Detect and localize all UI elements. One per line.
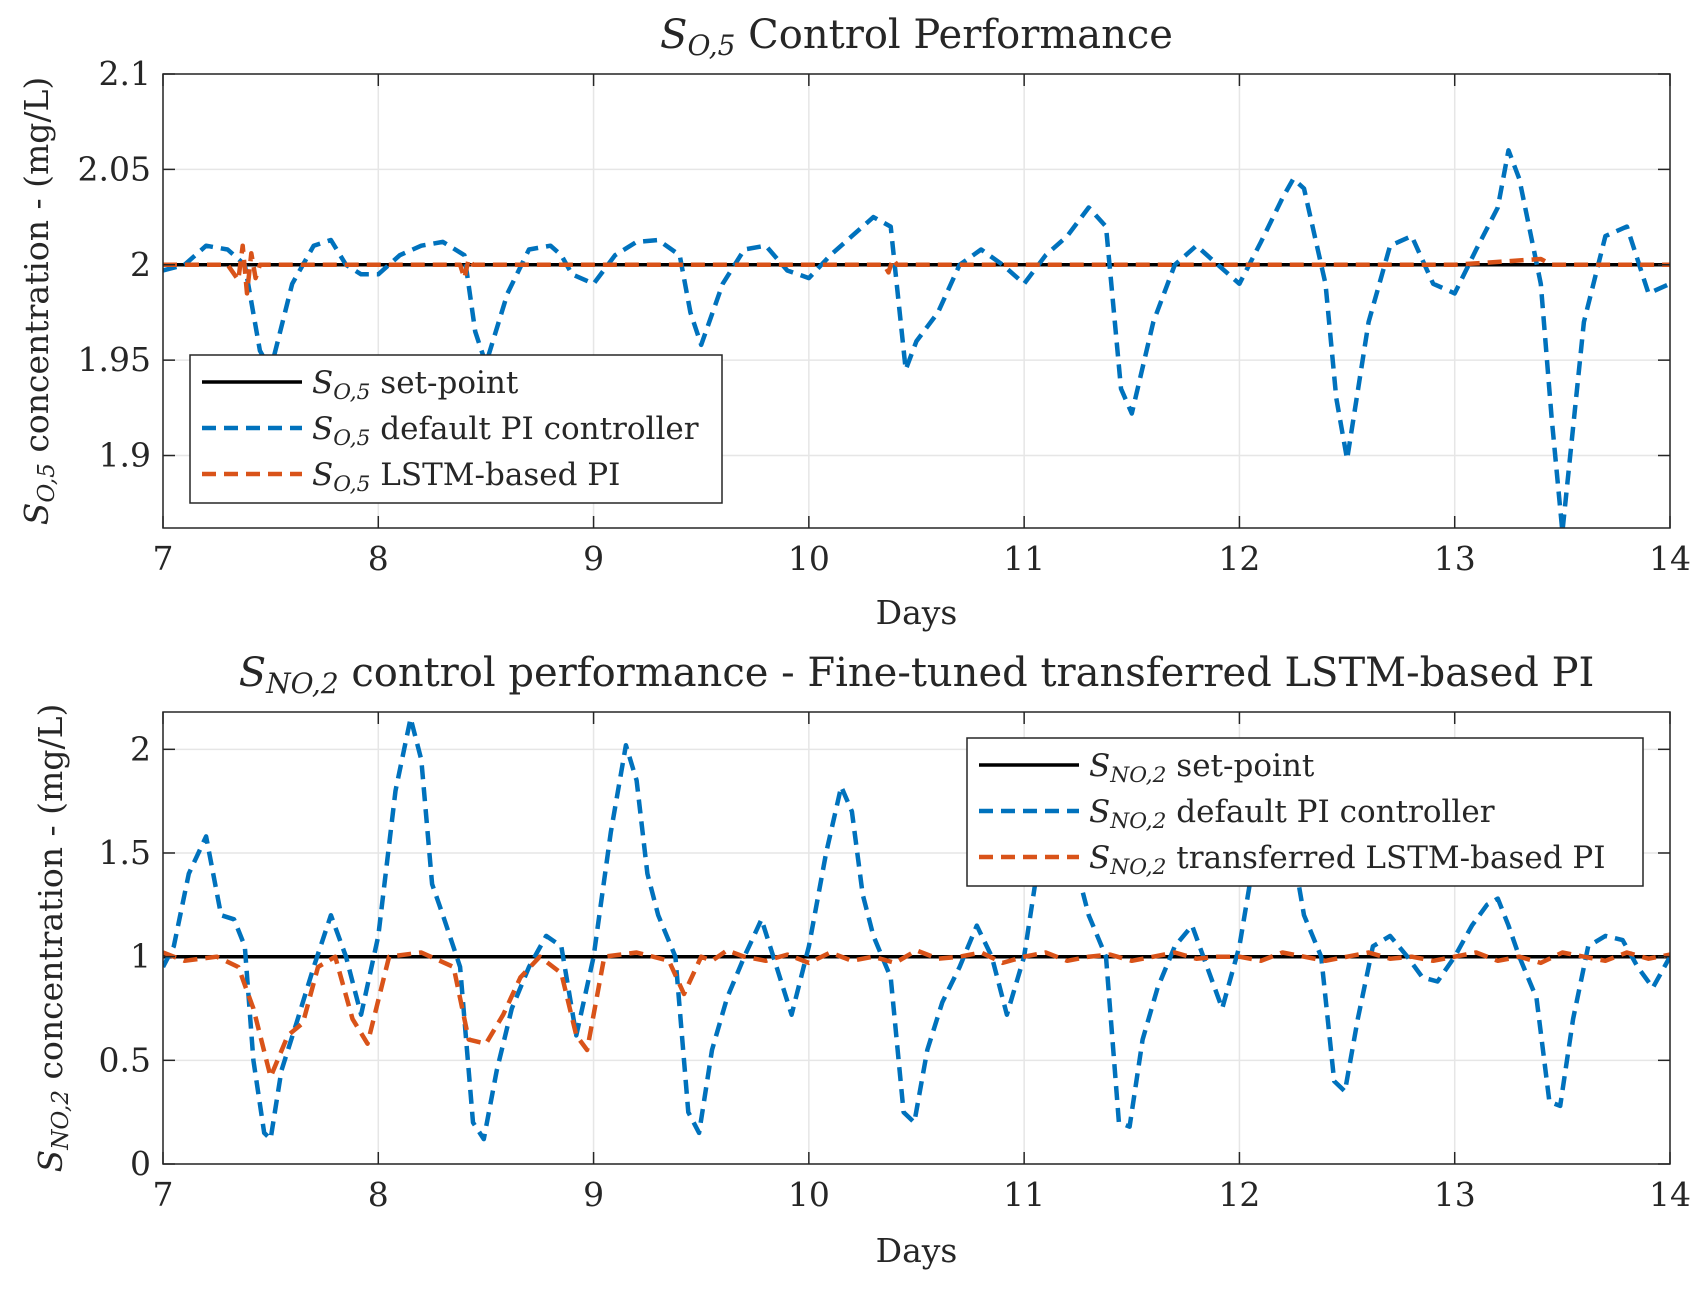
legend-label-3-subscript: NO,2 (1109, 855, 1166, 880)
legend-label-3-text: LSTM-based PI (370, 457, 620, 493)
x-tick-label: 7 (153, 539, 174, 578)
x-axis-label: Days (876, 1231, 958, 1270)
y-tick-label: 1.95 (78, 340, 151, 379)
legend-label-1-text: set-point (370, 365, 518, 401)
y-tick-label: 2 (130, 245, 151, 284)
y-axis-label: SO,5 concentration - (mg/L) (17, 77, 60, 526)
chart-title-subscript: NO,2 (265, 667, 339, 700)
legend-label-2: SNO,2 default PI controller (1089, 794, 1495, 834)
y-axis-label-symbol: S (17, 503, 56, 526)
chart-title-symbol: S (660, 12, 687, 58)
y-tick-label: 2 (130, 729, 151, 768)
chart-title: SNO,2 control performance - Fine-tuned t… (239, 650, 1595, 700)
legend-label-1-subscript: O,5 (333, 380, 370, 405)
legend-label-3-text: transferred LSTM-based PI (1166, 840, 1605, 876)
x-tick-label: 13 (1434, 539, 1476, 578)
x-tick-label: 14 (1649, 1175, 1691, 1214)
x-tick-label: 12 (1218, 539, 1260, 578)
y-axis-label-symbol: S (31, 1150, 70, 1173)
x-tick-label: 7 (153, 1175, 174, 1214)
legend-label-1-symbol: S (1089, 748, 1110, 784)
series-group (163, 148, 1670, 528)
chart-title-subscript: O,5 (687, 29, 735, 62)
chart-title-symbol: S (239, 650, 266, 696)
chart-title-text: control performance - Fine-tuned transfe… (339, 650, 1595, 696)
x-axis-label: Days (876, 593, 958, 632)
legend-label-3-symbol: S (1089, 840, 1110, 876)
axes-box (162, 711, 1671, 1165)
legend-label-3-symbol: S (312, 457, 333, 493)
legend-label-1: SO,5 set-point (312, 365, 519, 405)
legend-label-2-subscript: O,5 (333, 426, 370, 451)
legend-label-3: SO,5 LSTM-based PI (312, 457, 620, 497)
legend-label-2-text: default PI controller (370, 411, 698, 447)
y-tick-label: 0 (130, 1144, 151, 1183)
x-tick-label: 9 (583, 1175, 604, 1214)
y-axis-label-subscript: NO,2 (48, 1090, 74, 1151)
x-tick-label: 8 (368, 1175, 389, 1214)
y-tick-label: 0.5 (99, 1040, 151, 1079)
legend-label-1-symbol: S (312, 365, 333, 401)
legend-label-1-subscript: NO,2 (1109, 763, 1166, 788)
chart-title-text: Control Performance (735, 12, 1172, 58)
series-line-3 (163, 243, 1670, 296)
y-tick-label: 2.05 (78, 149, 151, 188)
y-tick-label: 1.5 (99, 833, 151, 872)
x-tick-label: 10 (788, 1175, 830, 1214)
series-group (163, 715, 1670, 1142)
y-tick-label: 1.9 (99, 436, 151, 475)
legend-label-3-subscript: O,5 (333, 472, 370, 497)
y-tick-label: 1 (130, 937, 151, 976)
chart-title: SO,5 Control Performance (660, 12, 1173, 62)
x-tick-label: 13 (1434, 1175, 1476, 1214)
series-line-3 (163, 948, 1670, 1080)
legend-label-2-subscript: NO,2 (1109, 809, 1166, 834)
y-axis-label-text: concentration - (mg/L) (17, 77, 56, 463)
x-tick-label: 14 (1649, 539, 1691, 578)
y-tick-label: 2.1 (99, 54, 151, 93)
legend-box (966, 737, 1644, 887)
x-tick-label: 9 (583, 539, 604, 578)
legend-label-2-symbol: S (1089, 794, 1110, 830)
axes-box (162, 73, 1671, 529)
legend-label-3: SNO,2 transferred LSTM-based PI (1089, 840, 1606, 880)
x-tick-label: 10 (788, 539, 830, 578)
legend-label-2-text: default PI controller (1166, 794, 1494, 830)
y-axis-label-subscript: O,5 (34, 463, 60, 503)
series-line-2 (163, 148, 1670, 528)
x-tick-label: 12 (1218, 1175, 1260, 1214)
y-axis-label-text: concentration - (mg/L) (31, 704, 70, 1090)
legend-label-2: SO,5 default PI controller (312, 411, 699, 451)
y-axis-label: SNO,2 concentration - (mg/L) (31, 704, 74, 1173)
legend-label-1-text: set-point (1166, 748, 1314, 784)
legend-label-2-symbol: S (312, 411, 333, 447)
legend-label-1: SNO,2 set-point (1089, 748, 1315, 788)
x-tick-label: 8 (368, 539, 389, 578)
x-tick-label: 11 (1003, 1175, 1045, 1214)
x-tick-label: 11 (1003, 539, 1045, 578)
series-line-2 (163, 715, 1670, 1142)
